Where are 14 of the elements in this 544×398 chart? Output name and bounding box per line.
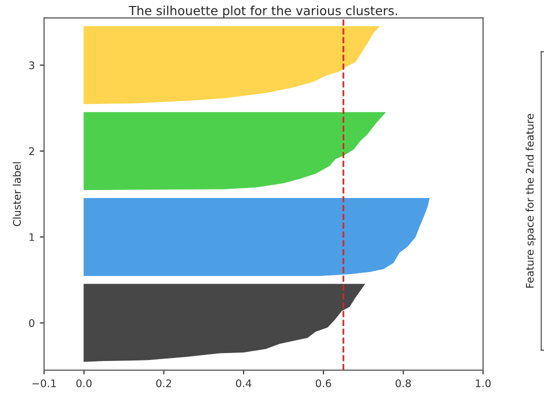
x-tick-label: 0.4 xyxy=(236,379,252,388)
chart-title: The silhouette plot for the various clusters. xyxy=(128,6,398,18)
y-tick-label: 0 xyxy=(29,319,34,327)
x-tick-label: −0.1 xyxy=(32,379,56,388)
x-tick-label: 0.2 xyxy=(156,379,172,388)
text: Feature space for the 2nd feature xyxy=(526,114,536,288)
x-tick-label: 0.6 xyxy=(316,379,332,388)
x-tick-label: 0.0 xyxy=(76,379,92,388)
y-axis-title: Cluster label xyxy=(12,162,21,226)
x-tick-label: 1.0 xyxy=(476,379,491,388)
y-tick-label: 2 xyxy=(29,147,34,156)
y-tick-label: 3 xyxy=(29,61,34,70)
x-tick-label: 0.8 xyxy=(396,379,411,388)
y-tick-label: 1 xyxy=(30,233,34,241)
